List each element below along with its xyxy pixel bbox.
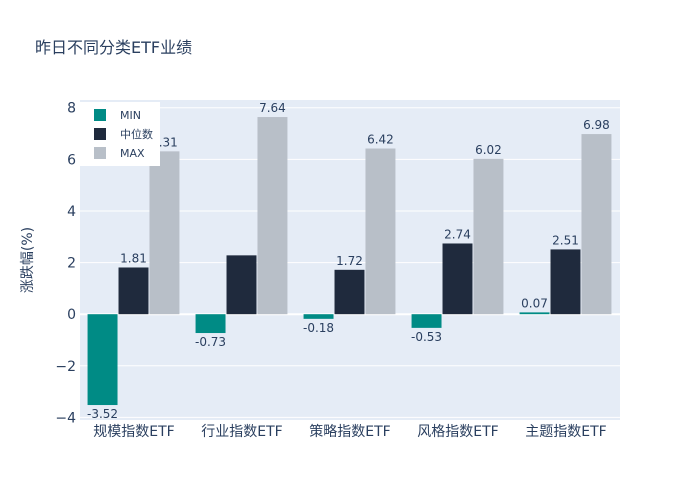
x-tick-label: 行业指数ETF	[201, 424, 282, 440]
data-label: 2.51	[552, 233, 579, 247]
bar-median	[226, 255, 257, 315]
legend-label[interactable]: 中位数	[120, 127, 153, 141]
y-tick-label: 0	[67, 307, 76, 323]
data-label: 1.81	[120, 251, 147, 265]
x-tick-label: 规模指数ETF	[93, 424, 174, 440]
data-label: -0.18	[303, 321, 334, 335]
data-label: -3.52	[87, 407, 118, 421]
legend-label[interactable]: MAX	[120, 147, 145, 160]
bar-median	[442, 243, 473, 315]
y-tick-labels: −4 −2 0 2 4 6 8	[55, 101, 76, 427]
bar-median	[334, 269, 365, 315]
legend-box	[80, 102, 160, 166]
data-label: 6.42	[367, 133, 394, 147]
y-tick-label: 8	[67, 101, 76, 117]
data-label: 0.07	[521, 296, 548, 310]
data-label: 6.02	[475, 143, 502, 157]
data-label: 1.72	[336, 254, 363, 268]
y-tick-label: −4	[55, 410, 76, 426]
bar-min	[87, 314, 118, 406]
legend-swatch[interactable]	[94, 147, 106, 159]
bar-max	[149, 151, 180, 315]
bar-max	[581, 134, 612, 315]
legend: MIN 中位数 MAX	[80, 102, 160, 166]
bars	[87, 117, 612, 406]
legend-swatch[interactable]	[94, 109, 106, 121]
chart-title: 昨日不同分类ETF业绩	[35, 38, 193, 57]
bar-min	[411, 314, 442, 328]
legend-label[interactable]: MIN	[120, 109, 141, 122]
data-label: 2.74	[444, 227, 471, 241]
bar-max	[257, 117, 288, 315]
bar-max	[473, 158, 504, 315]
x-tick-label: 策略指数ETF	[309, 423, 390, 440]
bar-median	[118, 267, 149, 315]
x-tick-label: 主题指数ETF	[525, 424, 606, 440]
data-labels: -3.521.816.31-0.737.64-0.181.726.42-0.53…	[87, 101, 610, 421]
x-tick-labels: 规模指数ETF 行业指数ETF 策略指数ETF 风格指数ETF 主题指数ETF	[93, 423, 606, 440]
bar-median	[550, 249, 581, 315]
data-label: -0.53	[411, 330, 442, 344]
data-label: -0.73	[195, 335, 226, 349]
bar-min	[303, 314, 334, 319]
y-axis-title: 涨跌幅(%)	[20, 227, 36, 293]
y-tick-label: 6	[67, 152, 76, 168]
y-tick-label: −2	[55, 359, 76, 375]
x-tick-label: 风格指数ETF	[417, 424, 498, 440]
legend-swatch[interactable]	[94, 128, 106, 140]
bar-min	[195, 314, 226, 334]
data-label: 7.64	[259, 101, 286, 115]
y-tick-label: 2	[67, 256, 76, 272]
bar-min	[519, 312, 550, 315]
bar-max	[365, 148, 396, 315]
y-tick-label: 4	[67, 204, 76, 220]
data-label: 6.98	[583, 118, 610, 132]
